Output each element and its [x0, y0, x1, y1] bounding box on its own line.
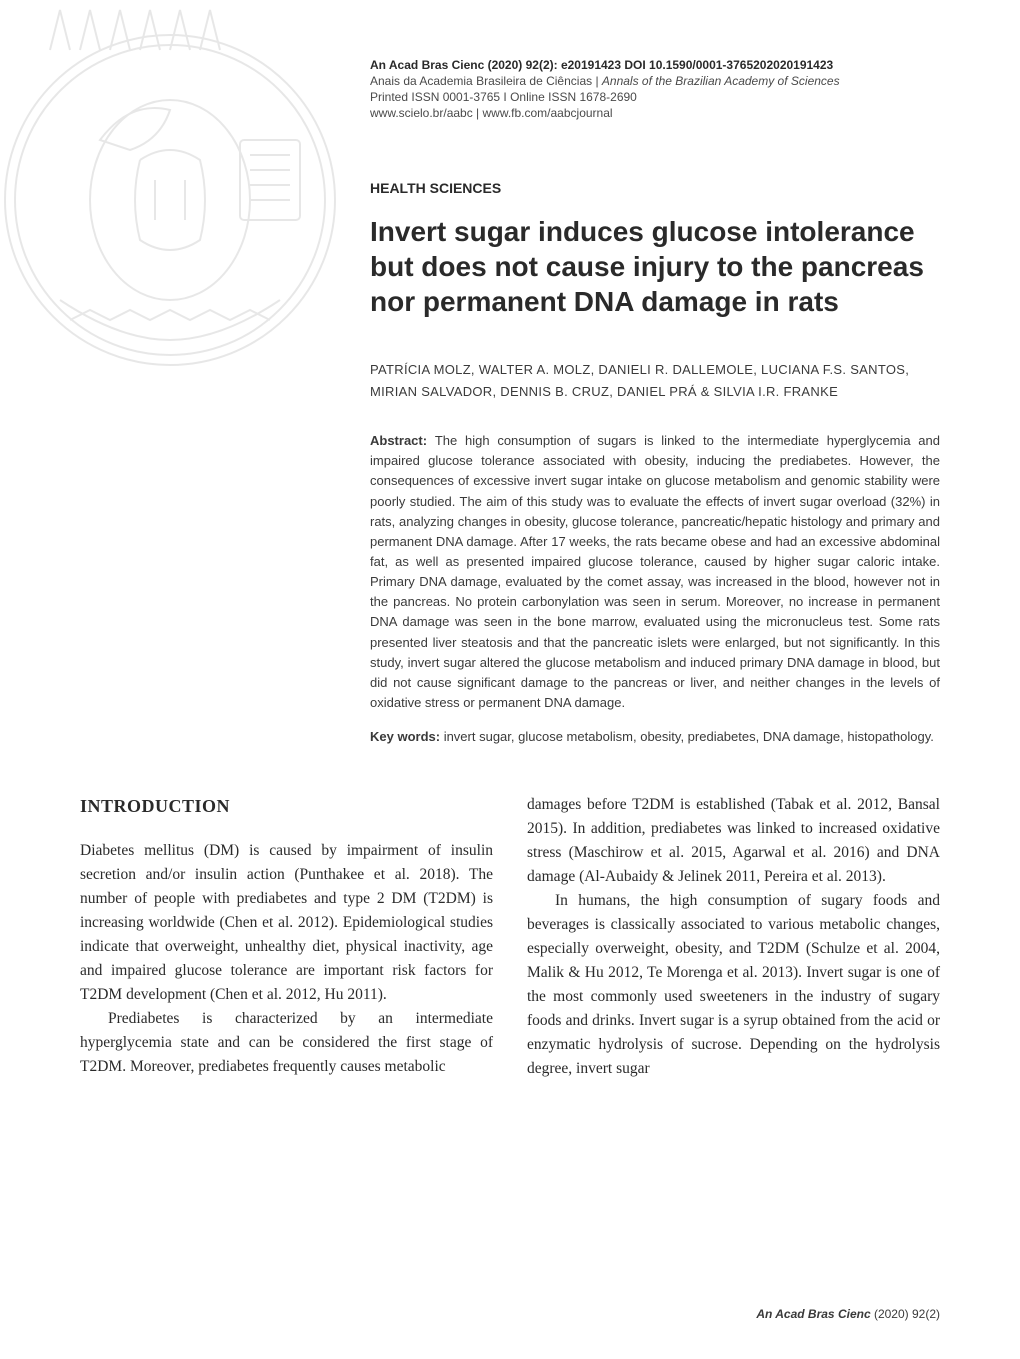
abstract-paragraph: Abstract: The high consumption of sugars…	[370, 431, 940, 713]
abstract-text: The high consumption of sugars is linked…	[370, 433, 940, 710]
keywords-block: Key words: invert sugar, glucose metabol…	[370, 727, 940, 747]
body-paragraph: Diabetes mellitus (DM) is caused by impa…	[80, 839, 493, 1007]
keywords-text: invert sugar, glucose metabolism, obesit…	[444, 729, 934, 744]
academy-emblem-icon	[0, 0, 340, 400]
abstract-label: Abstract:	[370, 433, 435, 448]
keywords-label: Key words:	[370, 729, 444, 744]
page-footer: An Acad Bras Cienc (2020) 92(2)	[756, 1307, 940, 1321]
column-right: damages before T2DM is established (Taba…	[527, 793, 940, 1081]
body-paragraph: In humans, the high consumption of sugar…	[527, 889, 940, 1081]
journal-logo-watermark	[0, 0, 340, 400]
introduction-heading: INTRODUCTION	[80, 793, 493, 821]
journal-name-pt: Anais da Academia Brasileira de Ciências…	[370, 74, 602, 88]
footer-issue: (2020) 92(2)	[871, 1307, 940, 1321]
section-label: HEALTH SCIENCES	[370, 180, 940, 196]
issn-line: Printed ISSN 0001-3765 I Online ISSN 167…	[370, 90, 940, 104]
body-paragraph: damages before T2DM is established (Taba…	[527, 793, 940, 889]
journal-name-en: Annals of the Brazilian Academy of Scien…	[602, 74, 840, 88]
abstract-block: Abstract: The high consumption of sugars…	[370, 431, 940, 747]
article-header: An Acad Bras Cienc (2020) 92(2): e201914…	[370, 58, 940, 403]
footer-journal-abbrev: An Acad Bras Cienc	[756, 1307, 870, 1321]
body-paragraph: Prediabetes is characterized by an inter…	[80, 1007, 493, 1079]
column-left: INTRODUCTION Diabetes mellitus (DM) is c…	[80, 793, 493, 1081]
article-title: Invert sugar induces glucose intolerance…	[370, 214, 940, 319]
citation-line: An Acad Bras Cienc (2020) 92(2): e201914…	[370, 58, 940, 72]
url-line: www.scielo.br/aabc | www.fb.com/aabcjour…	[370, 106, 940, 120]
body-columns: INTRODUCTION Diabetes mellitus (DM) is c…	[80, 793, 940, 1081]
journal-name-line: Anais da Academia Brasileira de Ciências…	[370, 74, 940, 88]
authors-list: PATRÍCIA MOLZ, WALTER A. MOLZ, DANIELI R…	[370, 359, 940, 403]
